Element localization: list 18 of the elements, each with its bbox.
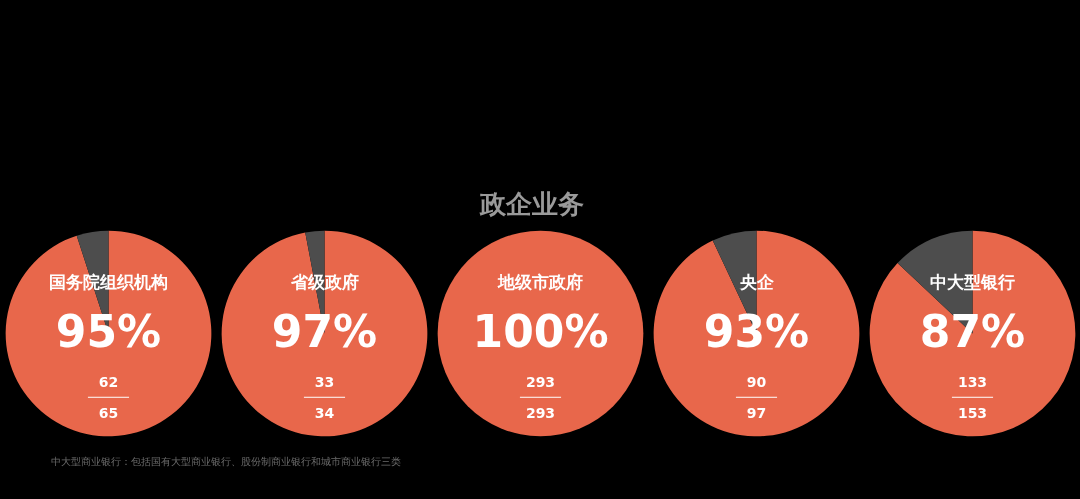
data-label: 97% [271, 305, 378, 357]
data-label: 95% [55, 305, 162, 357]
text: 65 [98, 404, 119, 421]
text: 34 [314, 404, 335, 421]
text: 133 [957, 373, 988, 390]
text: 97 [746, 404, 767, 421]
text: 政企业务 [478, 188, 584, 219]
text: 地级市政府 [497, 272, 583, 293]
text: 293 [525, 404, 556, 421]
text: 293 [525, 373, 556, 390]
data-label: 100% [472, 305, 609, 357]
text: 90 [746, 373, 767, 390]
data-label: 93% [703, 305, 810, 357]
text: 中大型商业银行：包括国有大型商业银行、股份制商业银行和城市商业银行三类 [50, 456, 401, 467]
text: 62 [98, 373, 119, 390]
data-label: 87% [919, 305, 1026, 357]
text: 33 [314, 373, 335, 390]
text: 153 [957, 404, 988, 421]
